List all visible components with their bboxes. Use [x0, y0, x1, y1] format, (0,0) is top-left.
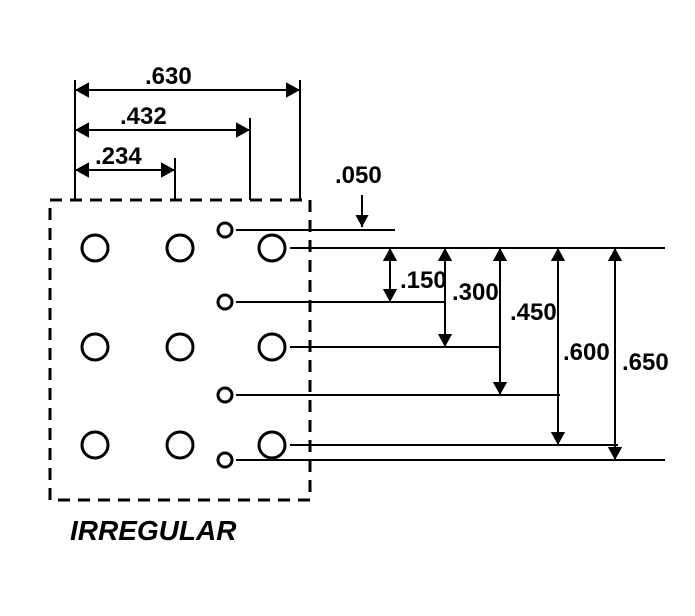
drawing-title: IRREGULAR — [70, 515, 237, 546]
arrowhead — [438, 334, 452, 347]
arrowhead — [608, 447, 622, 460]
arrowhead — [551, 248, 565, 261]
arrowhead — [493, 248, 507, 261]
arrowhead — [551, 432, 565, 445]
large-hole — [82, 334, 108, 360]
large-hole — [167, 235, 193, 261]
small-hole — [218, 223, 232, 237]
arrowhead — [383, 289, 397, 302]
arrowhead — [608, 248, 622, 261]
large-hole — [167, 334, 193, 360]
dimension-label: .630 — [145, 63, 192, 90]
dimension-label: .150 — [400, 267, 447, 294]
arrowhead — [383, 248, 397, 261]
small-hole — [218, 295, 232, 309]
large-hole — [259, 432, 285, 458]
arrowhead — [75, 122, 89, 137]
dimension-label: .432 — [120, 103, 167, 130]
large-hole — [259, 235, 285, 261]
arrowhead — [438, 248, 452, 261]
engineering-drawing: .630 .432 .234 .050 .150.300 .450.600 .650 IRRE… — [0, 0, 695, 616]
arrowhead — [493, 382, 507, 395]
large-hole — [82, 432, 108, 458]
dimension-label: .300 — [452, 279, 499, 306]
arrowhead — [355, 215, 368, 227]
dimension-label: .600 — [563, 339, 610, 366]
arrowhead — [236, 122, 250, 137]
arrowhead — [161, 162, 175, 177]
large-hole — [167, 432, 193, 458]
arrowhead — [75, 162, 89, 177]
small-hole — [218, 453, 232, 467]
dimension-label: .050 — [335, 162, 382, 189]
dimension-label: .234 — [95, 143, 142, 170]
dimension-label: .450 — [510, 299, 557, 326]
arrowhead — [286, 82, 300, 97]
arrowhead — [75, 82, 89, 97]
large-hole — [259, 334, 285, 360]
dimension-label: .650 — [622, 349, 669, 376]
small-hole — [218, 388, 232, 402]
large-hole — [82, 235, 108, 261]
